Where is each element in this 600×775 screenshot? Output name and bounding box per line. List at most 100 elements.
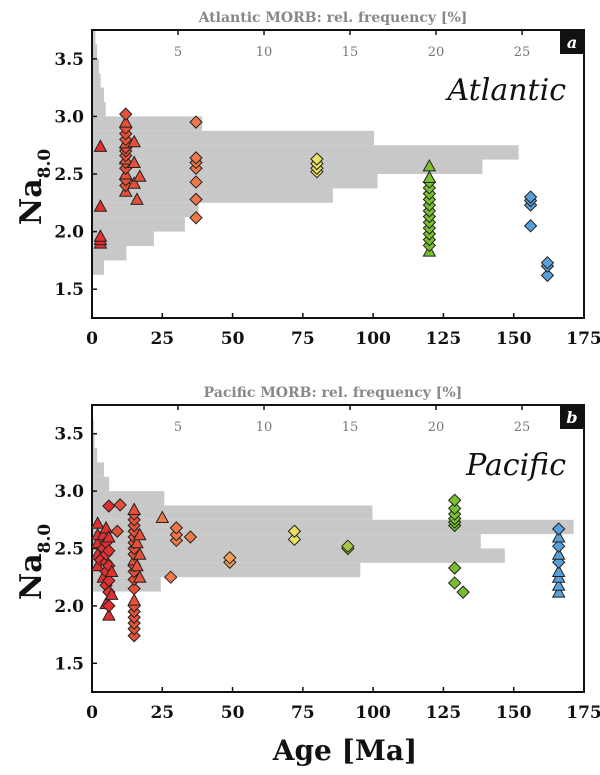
histogram-bar — [92, 491, 165, 506]
top-tick-label: 20 — [428, 420, 445, 435]
data-point-diamond — [189, 151, 203, 165]
top-tick-label: 15 — [342, 45, 359, 60]
data-point-triangle — [127, 176, 142, 189]
data-point-diamond — [540, 268, 555, 283]
top-tick-label: 25 — [514, 420, 531, 435]
top-tick-label: 25 — [514, 45, 531, 60]
histogram-bar — [92, 534, 481, 549]
data-point-diamond — [127, 629, 141, 643]
top-axis-label: Pacific MORB: rel. frequency [%] — [204, 385, 463, 401]
histogram-bar — [92, 87, 105, 102]
data-point-triangle — [104, 587, 119, 600]
histogram-bar — [92, 58, 99, 74]
x-tick-label: 75 — [291, 703, 315, 723]
top-tick-label: 5 — [174, 420, 182, 435]
histogram-bar — [92, 73, 101, 88]
x-tick-label: 100 — [355, 329, 391, 349]
y-tick-label: 3.0 — [54, 482, 84, 502]
data-point-diamond — [523, 219, 538, 233]
data-point-triangle — [551, 585, 566, 598]
data-point-diamond — [102, 599, 116, 613]
data-point-diamond — [447, 576, 462, 590]
data-point-diamond — [189, 211, 203, 225]
histogram-bar — [92, 548, 505, 563]
data-point-diamond — [102, 573, 116, 588]
data-point-triangle — [99, 520, 113, 534]
histogram-bar — [92, 246, 127, 261]
data-point-triangle — [551, 564, 566, 577]
y-tick-label: 3.5 — [54, 425, 84, 445]
y-tick-label: 2.5 — [54, 165, 84, 185]
x-tick-label: 25 — [150, 329, 174, 349]
data-point-diamond — [447, 501, 462, 516]
y-axis-label-a: Na8.0 — [14, 149, 55, 226]
x-axis-label: Age [Ma] — [272, 734, 418, 767]
data-point-triangle — [130, 192, 144, 205]
data-point-triangle — [127, 134, 142, 148]
data-point-diamond — [189, 192, 203, 207]
x-tick-label: 50 — [221, 703, 245, 723]
data-point-triangle — [422, 170, 437, 183]
data-point-diamond — [164, 570, 178, 584]
histogram-bar — [92, 562, 361, 578]
y-label-main: Na — [14, 178, 49, 225]
x-tick-label: 175 — [566, 703, 600, 723]
data-point-diamond — [447, 561, 462, 575]
data-point-triangle — [551, 547, 566, 560]
data-point-triangle — [118, 115, 133, 128]
histogram-bar — [92, 188, 333, 203]
y-tick-label: 1.5 — [54, 654, 84, 674]
x-tick-label: 0 — [86, 329, 98, 349]
histogram-bar — [92, 476, 110, 492]
y-label-subscript: 8.0 — [35, 149, 55, 179]
data-point-diamond — [183, 530, 198, 544]
data-point-diamond — [523, 190, 538, 204]
data-point-triangle — [132, 527, 147, 541]
histogram-bar — [92, 44, 98, 59]
data-point-triangle — [130, 558, 144, 572]
histogram-bar — [92, 30, 96, 45]
x-tick-label: 75 — [291, 329, 315, 349]
data-point-triangle — [127, 155, 142, 168]
histogram-bar — [92, 202, 199, 218]
top-tick-label: 10 — [256, 420, 273, 435]
histogram-bar — [92, 130, 375, 146]
data-point-triangle — [130, 535, 144, 549]
data-point-diamond — [540, 255, 555, 270]
data-point-triangle — [104, 564, 119, 577]
data-point-diamond — [102, 499, 116, 513]
data-point-diamond — [456, 585, 470, 599]
data-point-diamond — [287, 524, 302, 538]
y-label-subscript: 8.0 — [35, 524, 55, 554]
panel-pacific: 0 25 50 75 100 125 150 175 5 10 15 20 25 Pacific MORB… — [54, 385, 600, 723]
region-label: Atlantic — [445, 73, 567, 108]
data-point-diamond — [310, 152, 324, 166]
data-point-triangle — [132, 169, 147, 182]
histogram-bar — [92, 448, 98, 463]
panel-atlantic: 0 25 50 75 100 125 150 175 5 10 15 20 25 Atlantic MOR… — [54, 10, 600, 349]
data-point-triangle — [127, 593, 142, 606]
y-tick-label: 3.0 — [54, 107, 84, 127]
x-tick-label: 50 — [221, 329, 245, 349]
panel-label-box — [560, 30, 584, 54]
data-point-triangle — [93, 229, 108, 242]
data-point-diamond — [113, 498, 127, 512]
data-point-triangle — [90, 516, 105, 529]
x-tick-label: 125 — [426, 329, 462, 349]
histogram-bar — [92, 174, 378, 189]
histogram-bar — [92, 462, 105, 477]
data-point-triangle — [155, 510, 170, 524]
y-tick-label: 3.5 — [54, 50, 84, 70]
histogram-bar — [92, 116, 203, 131]
histogram-bar — [92, 231, 154, 246]
data-point-triangle — [102, 529, 116, 543]
data-point-triangle — [93, 139, 108, 152]
histogram-bar — [92, 217, 185, 232]
histogram-bar — [92, 260, 105, 275]
x-tick-label: 150 — [496, 329, 532, 349]
top-tick-label: 5 — [174, 45, 182, 60]
data-point-triangle — [127, 502, 142, 515]
data-point-diamond — [127, 581, 141, 596]
data-point-triangle — [132, 570, 147, 583]
x-tick-label: 0 — [86, 703, 98, 723]
